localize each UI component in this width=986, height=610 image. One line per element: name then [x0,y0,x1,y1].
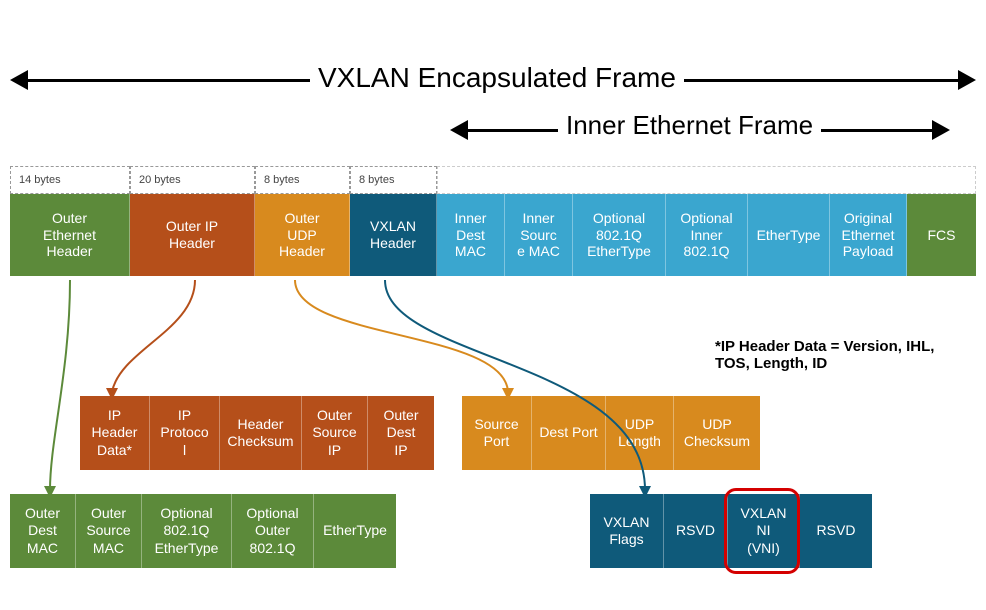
frame-field: Original Ethernet Payload [830,194,907,276]
frame-field: Optional Inner 802.1Q [666,194,748,276]
detail-field: Outer Dest MAC [10,494,76,568]
detail-field: IP Protoco l [150,396,220,470]
detail-field: Header Checksum [220,396,302,470]
size-row: 14 bytes20 bytes8 bytes8 bytes [10,166,976,194]
vxlan-header-detail: VXLAN FlagsRSVDVXLAN NI (VNI)RSVD [590,494,872,568]
arrow-left-icon [450,120,468,140]
size-label: 8 bytes [350,166,437,194]
detail-field: VXLAN NI (VNI) [728,494,800,568]
detail-field: Dest Port [532,396,606,470]
detail-field: IP Header Data* [80,396,150,470]
ethernet-header-detail: Outer Dest MACOuter Source MACOptional 8… [10,494,396,568]
main-row: Outer Ethernet HeaderOuter IP HeaderOute… [10,194,976,276]
size-label [437,166,976,194]
size-label: 8 bytes [255,166,350,194]
ip-header-detail: IP Header Data*IP Protoco lHeader Checks… [80,396,434,470]
inner-frame-title: Inner Ethernet Frame [558,110,821,141]
frame-layout: 14 bytes20 bytes8 bytes8 bytes Outer Eth… [10,166,976,276]
ip-header-note: *IP Header Data = Version, IHL, TOS, Len… [715,338,934,372]
detail-field: Source Port [462,396,532,470]
udp-header-detail: Source PortDest PortUDP LengthUDP Checks… [462,396,760,470]
detail-field: RSVD [664,494,728,568]
frame-field: Outer IP Header [130,194,255,276]
detail-field: EtherType [314,494,396,568]
arrow-right-icon [958,70,976,90]
frame-field: FCS [907,194,976,276]
arrow-left-icon [10,70,28,90]
detail-field: UDP Length [606,396,674,470]
outer-frame-title: VXLAN Encapsulated Frame [310,62,684,94]
frame-field: VXLAN Header [350,194,437,276]
detail-field: Outer Dest IP [368,396,434,470]
frame-field: EtherType [748,194,830,276]
frame-field: Inner Sourc e MAC [505,194,573,276]
frame-field: Inner Dest MAC [437,194,505,276]
detail-field: Outer Source MAC [76,494,142,568]
frame-field: Outer Ethernet Header [10,194,130,276]
detail-field: Outer Source IP [302,396,368,470]
detail-field: RSVD [800,494,872,568]
arrow-right-icon [932,120,950,140]
detail-field: UDP Checksum [674,396,760,470]
detail-field: VXLAN Flags [590,494,664,568]
size-label: 14 bytes [10,166,130,194]
frame-field: Outer UDP Header [255,194,350,276]
size-label: 20 bytes [130,166,255,194]
frame-field: Optional 802.1Q EtherType [573,194,666,276]
detail-field: Optional Outer 802.1Q [232,494,314,568]
detail-field: Optional 802.1Q EtherType [142,494,232,568]
